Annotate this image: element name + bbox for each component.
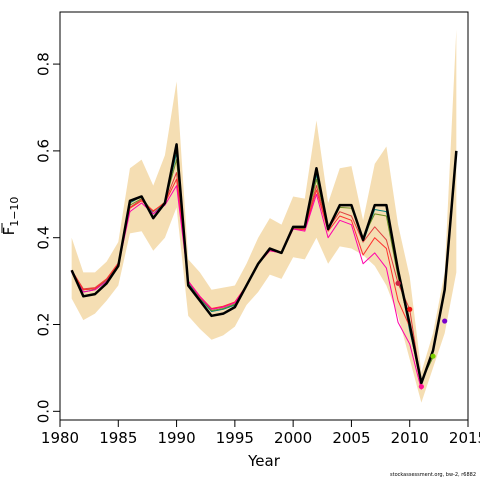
plot-frame	[59, 11, 469, 421]
credit-text: stockassessment.org, bw-2, r6882	[390, 472, 476, 478]
x-tick-label: 2010	[391, 429, 429, 447]
series-layer	[70, 143, 458, 390]
y-axis: 0.0 0.2 0.4 0.6 0.8	[35, 52, 61, 423]
y-tick-label: 0.4	[35, 226, 53, 250]
x-tick-label: 1990	[157, 429, 195, 447]
terminal-point-0	[395, 280, 401, 286]
x-tick-label: 2015	[449, 429, 480, 447]
x-tick-label: 2005	[332, 429, 370, 447]
x-axis-title: Year	[247, 452, 281, 470]
y-tick-label: 0.2	[35, 313, 53, 337]
x-tick-label: 1980	[41, 429, 79, 447]
terminal-point-4	[442, 318, 448, 324]
y-tick-label: 0.0	[35, 399, 53, 423]
x-axis: 1980 1985 1990 1995 2000 2005 2010 2015	[41, 419, 480, 447]
x-tick-label: 1995	[216, 429, 254, 447]
y-axis-title: F1−10	[0, 197, 21, 236]
y-tick-label: 0.6	[35, 139, 53, 163]
x-tick-label: 2000	[274, 429, 312, 447]
svg-text:F1−10: F1−10	[0, 197, 21, 236]
points-layer	[395, 280, 448, 390]
series-line-0	[70, 143, 458, 385]
y-axis-title-main: F	[0, 227, 18, 236]
terminal-point-2	[418, 383, 424, 390]
y-axis-title-subscript: 1−10	[8, 197, 21, 227]
y-tick-label: 0.8	[35, 52, 53, 76]
terminal-point-1	[407, 306, 413, 312]
terminal-point-3	[430, 353, 436, 359]
x-tick-label: 1985	[99, 429, 137, 447]
